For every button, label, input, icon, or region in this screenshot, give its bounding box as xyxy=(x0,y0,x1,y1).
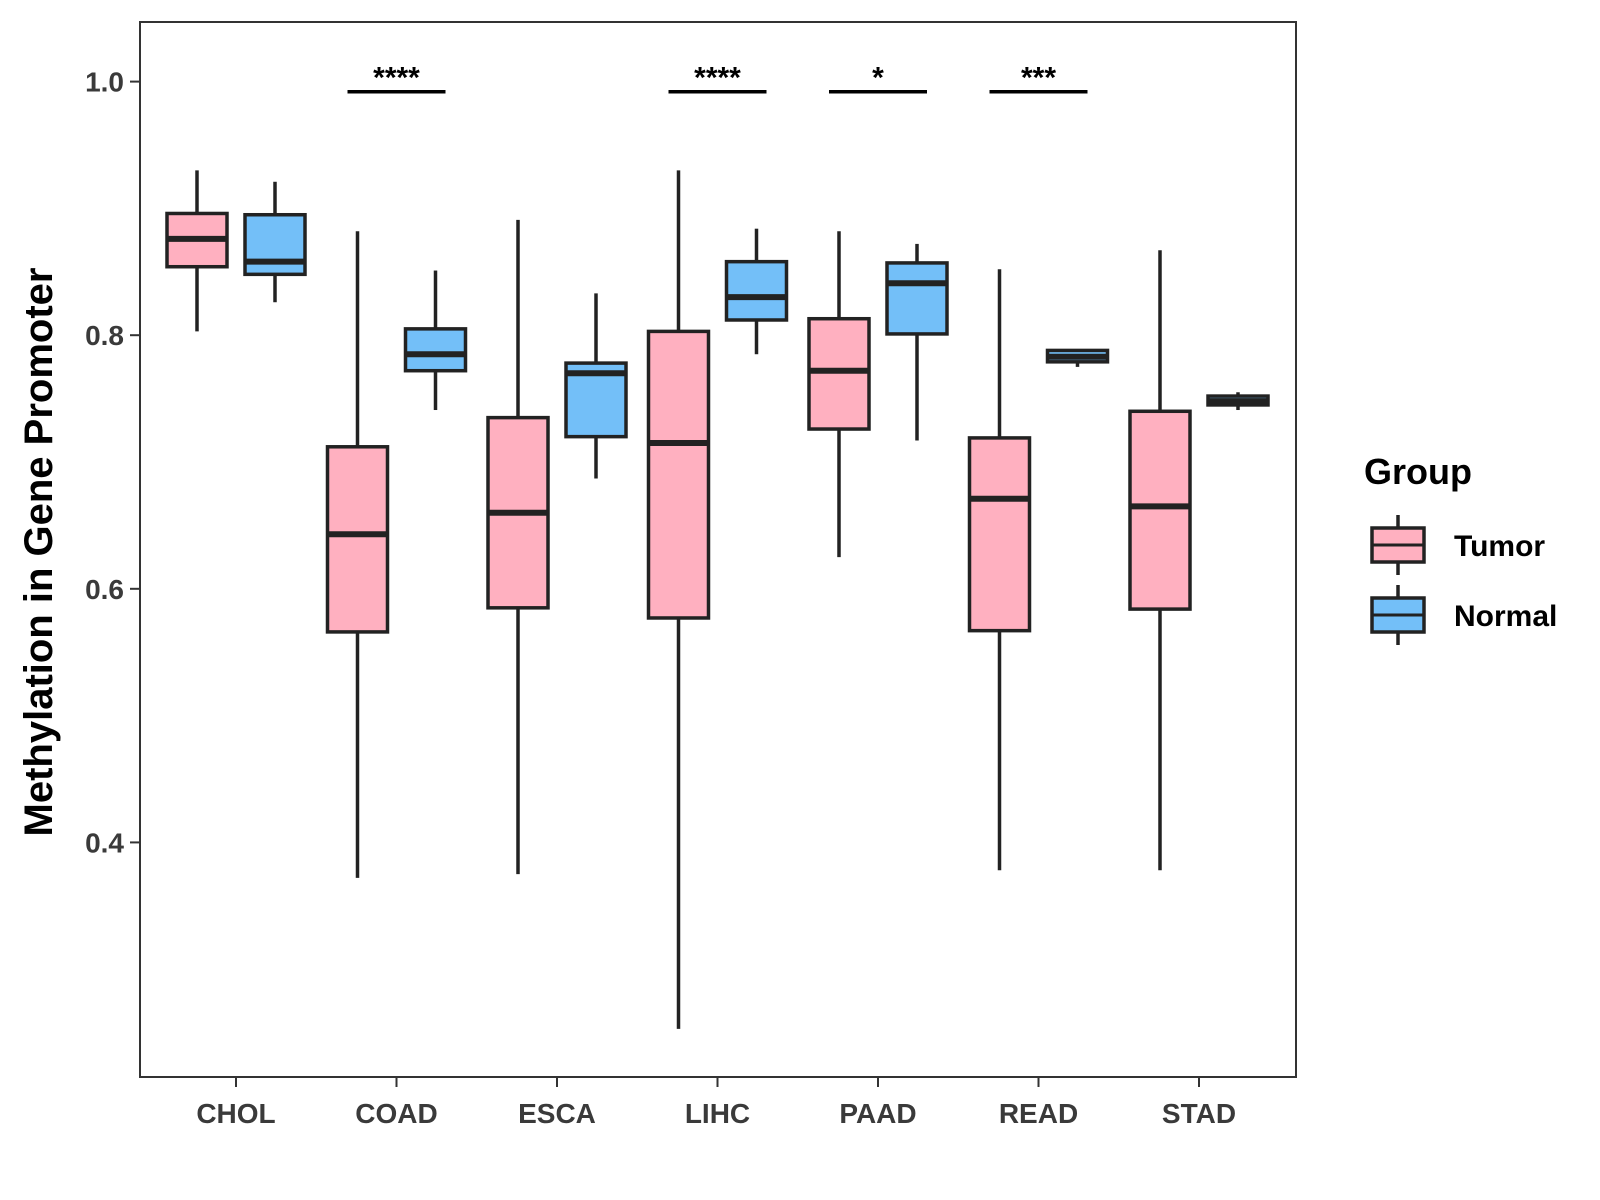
box-tumor-esca xyxy=(486,219,550,875)
legend-key-tumor xyxy=(1370,515,1426,575)
legend-title: Group xyxy=(1364,451,1472,492)
box-body xyxy=(646,329,711,620)
box-normal-read xyxy=(1045,348,1110,367)
y-axis: 1.0 0.8 0.6 0.4 xyxy=(85,67,140,858)
y-tick-label: 0.6 xyxy=(85,574,124,605)
box-body xyxy=(967,436,1032,633)
x-tick-label: CHOL xyxy=(196,1098,275,1129)
x-tick-label: READ xyxy=(999,1098,1078,1129)
box-body xyxy=(325,445,390,634)
x-tick-label: COAD xyxy=(355,1098,437,1129)
plot-panel xyxy=(139,21,1297,1078)
significance-label: **** xyxy=(373,62,420,95)
box-normal-chol xyxy=(243,181,307,303)
box-series xyxy=(165,170,1270,1029)
box-body xyxy=(403,327,468,373)
box-tumor-paad xyxy=(807,231,871,558)
y-tick-label: 0.8 xyxy=(85,320,124,351)
box-body xyxy=(807,316,871,431)
box-normal-coad xyxy=(403,270,468,411)
box-tumor-stad xyxy=(1128,250,1192,871)
box-normal-paad xyxy=(885,243,949,441)
x-tick-label: PAAD xyxy=(839,1098,916,1129)
box-tumor-chol xyxy=(165,170,229,332)
y-axis-title: Methylation in Gene Promoter xyxy=(17,268,61,837)
box-body xyxy=(724,259,789,322)
x-tick-label: STAD xyxy=(1162,1098,1236,1129)
x-tick-label: ESCA xyxy=(518,1098,596,1129)
legend: Group Tumor Normal xyxy=(1364,451,1557,645)
box-normal-esca xyxy=(564,293,628,479)
box-body xyxy=(243,212,307,277)
y-tick-label: 1.0 xyxy=(85,67,124,98)
y-tick-label: 0.4 xyxy=(85,827,124,858)
box-tumor-read xyxy=(967,269,1032,871)
box-normal-stad xyxy=(1206,392,1270,411)
x-tick-label: LIHC xyxy=(685,1098,750,1129)
legend-label-tumor: Tumor xyxy=(1454,530,1545,563)
box-tumor-lihc xyxy=(646,170,711,1029)
significance-label: **** xyxy=(694,62,741,95)
legend-label-normal: Normal xyxy=(1454,600,1557,633)
significance-label: *** xyxy=(1021,62,1056,95)
box-normal-lihc xyxy=(724,228,789,355)
box-body xyxy=(885,261,949,336)
box-tumor-coad xyxy=(325,231,390,878)
x-axis: CHOL COAD ESCA LIHC PAAD READ STAD xyxy=(196,1077,1236,1129)
significance-label: * xyxy=(872,62,884,95)
significance-annotations: **** **** * *** xyxy=(347,62,1088,95)
legend-key-normal xyxy=(1370,585,1426,645)
box-body xyxy=(1128,409,1192,611)
